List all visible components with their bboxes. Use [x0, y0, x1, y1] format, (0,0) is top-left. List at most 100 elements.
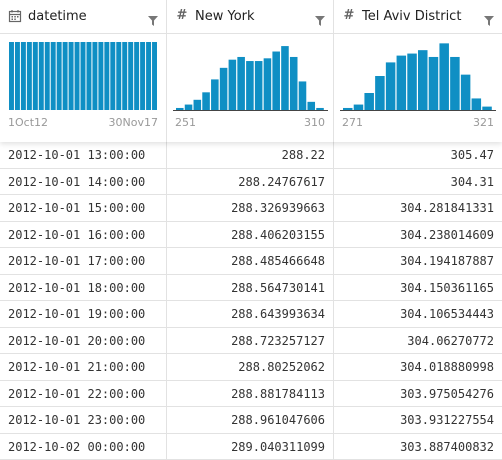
- axis-max-label: 310: [304, 116, 325, 129]
- histogram-chart: [340, 43, 496, 111]
- histogram-bar: [86, 42, 92, 110]
- new-york-cell[interactable]: 288.24767617: [167, 168, 334, 194]
- table-row[interactable]: 2012-10-01 23:00:00 288.961047606 303.9312…: [0, 407, 502, 434]
- histogram-bar: [116, 42, 122, 110]
- table-row[interactable]: 2012-10-01 17:00:00 288.485466648 304.1941…: [0, 248, 502, 275]
- histogram-bar: [307, 101, 316, 110]
- histogram-bar: [176, 107, 184, 110]
- new-york-cell[interactable]: 288.961047606: [167, 407, 334, 433]
- axis-min-label: 271: [342, 116, 363, 129]
- histogram-bar: [298, 81, 307, 110]
- histogram-bar: [316, 107, 324, 110]
- histogram-bar: [122, 42, 128, 110]
- table-row[interactable]: 2012-10-01 13:00:00 288.22 305.47: [0, 142, 502, 169]
- tel-aviv-district-cell[interactable]: 303.931227554: [400, 413, 494, 427]
- table-row[interactable]: 2012-10-01 21:00:00 288.80252062 304.01888…: [0, 354, 502, 381]
- histogram-bar: [110, 42, 116, 110]
- histogram-bar: [272, 51, 280, 110]
- datetime-cell[interactable]: 2012-10-01 15:00:00: [0, 195, 167, 221]
- filter-icon[interactable]: [484, 11, 494, 26]
- histogram-bar: [375, 76, 385, 110]
- datetime-cell[interactable]: 2012-10-01 16:00:00: [0, 221, 167, 247]
- column-title-row: # Tel Aviv District: [334, 0, 502, 34]
- column-title-row: datetime: [0, 0, 166, 34]
- table-row[interactable]: 2012-10-02 00:00:00 289.040311099 303.8874…: [0, 433, 502, 460]
- histogram-bar: [38, 42, 44, 110]
- histogram-bar: [152, 42, 157, 110]
- histogram-bar: [146, 42, 152, 110]
- new-york-cell[interactable]: 288.22: [167, 142, 334, 168]
- datetime-cell[interactable]: 2012-10-01 13:00:00: [0, 142, 167, 168]
- histogram-bar: [44, 42, 50, 110]
- histogram-bar: [74, 42, 80, 110]
- tel-aviv-district-cell[interactable]: 304.194187887: [400, 254, 494, 268]
- histogram-bar: [228, 59, 237, 110]
- grid-body: 2012-10-01 13:00:00 288.22 305.47 2012-10-0…: [0, 142, 502, 460]
- new-york-cell[interactable]: 288.643993634: [167, 301, 334, 327]
- histogram-bar: [32, 42, 38, 110]
- histogram-bar: [343, 107, 353, 110]
- histogram-new-york: 251 310: [167, 34, 333, 142]
- table-row[interactable]: 2012-10-01 16:00:00 288.406203155 304.2380…: [0, 221, 502, 248]
- datetime-cell[interactable]: 2012-10-02 00:00:00: [0, 433, 167, 459]
- histogram-bar: [219, 67, 228, 110]
- datetime-cell[interactable]: 2012-10-01 22:00:00: [0, 380, 167, 406]
- histogram-bar: [418, 50, 428, 110]
- axis-min-label: 1Oct12: [8, 116, 49, 129]
- histogram-bar: [140, 42, 146, 110]
- histogram-bar: [237, 56, 245, 110]
- datetime-cell[interactable]: 2012-10-01 17:00:00: [0, 248, 167, 274]
- column-title: New York: [195, 9, 255, 24]
- axis-max-label: 30Nov17: [108, 116, 158, 129]
- tel-aviv-district-cell[interactable]: 304.018880998: [400, 360, 494, 374]
- table-row[interactable]: 2012-10-01 14:00:00 288.24767617 304.31: [0, 168, 502, 195]
- tel-aviv-district-cell[interactable]: 304.238014609: [400, 227, 494, 242]
- filter-icon[interactable]: [315, 11, 325, 26]
- column-header-tel-aviv-district[interactable]: # Tel Aviv District 271 321: [334, 0, 502, 142]
- filter-icon[interactable]: [148, 11, 158, 26]
- histogram-bar: [482, 106, 492, 110]
- tel-aviv-district-cell[interactable]: 304.150361165: [400, 280, 494, 295]
- histogram-bar: [134, 42, 140, 110]
- tel-aviv-district-cell[interactable]: 303.887400832: [400, 439, 494, 454]
- tel-aviv-district-cell[interactable]: 304.281841331: [400, 201, 494, 215]
- histogram-bar: [353, 104, 364, 110]
- histogram-tel-aviv-district: 271 321: [334, 34, 502, 142]
- histogram-bar: [364, 93, 374, 110]
- new-york-cell[interactable]: 288.80252062: [167, 354, 334, 380]
- histogram-bar: [184, 104, 193, 110]
- tel-aviv-district-cell[interactable]: 304.31: [450, 174, 494, 189]
- table-row[interactable]: 2012-10-01 20:00:00 288.723257127 304.0627…: [0, 327, 502, 354]
- new-york-cell[interactable]: 288.326939663: [167, 195, 334, 221]
- table-row[interactable]: 2012-10-01 18:00:00 288.564730141 304.1503…: [0, 274, 502, 301]
- datetime-cell[interactable]: 2012-10-01 21:00:00: [0, 354, 167, 380]
- datetime-cell[interactable]: 2012-10-01 23:00:00: [0, 407, 167, 433]
- table-row[interactable]: 2012-10-01 22:00:00 288.881784113 303.9750…: [0, 380, 502, 407]
- tel-aviv-district-cell[interactable]: 303.975054276: [400, 386, 494, 401]
- histogram-bar: [56, 42, 62, 110]
- datetime-cell[interactable]: 2012-10-01 14:00:00: [0, 168, 167, 194]
- new-york-cell[interactable]: 288.564730141: [167, 274, 334, 300]
- histogram-bar: [385, 62, 396, 110]
- histogram-bar: [439, 43, 449, 110]
- tel-aviv-district-cell[interactable]: 304.106534443: [400, 307, 494, 321]
- column-title: datetime: [28, 9, 87, 24]
- datetime-cell[interactable]: 2012-10-01 19:00:00: [0, 301, 167, 327]
- new-york-cell[interactable]: 288.406203155: [167, 221, 334, 247]
- column-header-datetime[interactable]: datetime 1Oct12 30Nov17: [0, 0, 167, 142]
- datetime-cell[interactable]: 2012-10-01 18:00:00: [0, 274, 167, 300]
- histogram-bar: [14, 42, 20, 110]
- column-header-new-york[interactable]: # New York 251 310: [167, 0, 334, 142]
- tel-aviv-district-cell[interactable]: 304.06270772: [407, 333, 494, 348]
- new-york-cell[interactable]: 288.881784113: [167, 380, 334, 406]
- tel-aviv-district-cell[interactable]: 305.47: [450, 148, 494, 162]
- table-row[interactable]: 2012-10-01 19:00:00 288.643993634 304.1065…: [0, 301, 502, 328]
- new-york-cell[interactable]: 288.723257127: [167, 327, 334, 353]
- new-york-cell[interactable]: 289.040311099: [167, 433, 334, 459]
- datetime-cell[interactable]: 2012-10-01 20:00:00: [0, 327, 167, 353]
- new-york-cell[interactable]: 288.485466648: [167, 248, 334, 274]
- histogram-bar: [450, 56, 460, 110]
- histogram-bar: [98, 42, 104, 110]
- table-row[interactable]: 2012-10-01 15:00:00 288.326939663 304.2818…: [0, 195, 502, 222]
- histogram-bar: [92, 42, 98, 110]
